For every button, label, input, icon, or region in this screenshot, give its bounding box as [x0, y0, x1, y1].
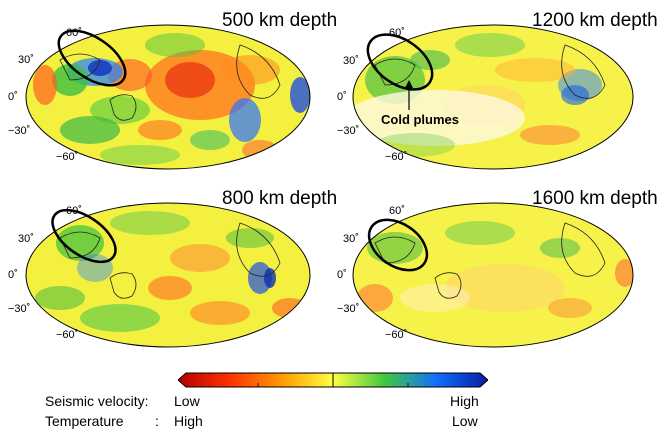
velocity-label: Seismic velocity:	[45, 393, 149, 409]
lat-label-neg30: −30˚	[337, 303, 360, 315]
cold-plumes-annotation: Cold plumes	[381, 112, 460, 127]
lat-label-neg60: −60˚	[385, 329, 408, 341]
panel-title: 800 km depth	[222, 188, 338, 209]
lat-label-neg30: −30˚	[8, 125, 31, 137]
panel-title: 500 km depth	[222, 10, 338, 31]
tomography-map-1600km	[352, 202, 634, 348]
lat-label-30: 30˚	[18, 54, 34, 66]
arrow-head-icon	[405, 80, 413, 88]
temperature-low: Low	[452, 413, 478, 429]
temperature-high: High	[174, 413, 203, 429]
highlight-ellipse	[57, 29, 127, 87]
lat-label-0: 0˚	[8, 269, 18, 281]
lat-label-neg30: −30˚	[8, 303, 31, 315]
lat-label-neg60: −60˚	[385, 151, 408, 163]
highlight-ellipse	[51, 208, 117, 264]
tomography-map-1200km	[352, 24, 634, 170]
tomography-map-500km	[25, 24, 311, 170]
lat-label-60: 60˚	[66, 205, 82, 217]
lat-label-neg30: −30˚	[337, 125, 360, 137]
panel-title: 1200 km depth	[532, 10, 658, 31]
lat-label-30: 30˚	[18, 233, 34, 245]
temperature-sep: :	[155, 413, 159, 429]
lat-label-neg60: −60˚	[56, 329, 79, 341]
colorbar	[178, 372, 488, 388]
highlight-ellipse	[366, 33, 434, 91]
lat-label-0: 0˚	[8, 91, 18, 103]
temperature-label: Temperature	[45, 413, 124, 429]
lat-label-neg60: −60˚	[56, 151, 79, 163]
lat-label-30: 30˚	[343, 233, 359, 245]
velocity-high: High	[450, 393, 479, 409]
lat-label-30: 30˚	[343, 55, 359, 67]
velocity-low: Low	[174, 393, 200, 409]
map-panel-1600km: 1600 km depth 60˚ 30˚ 0˚ −30˚ −60˚	[335, 178, 670, 363]
tomography-map-800km	[25, 202, 311, 348]
lat-label-0: 0˚	[337, 269, 347, 281]
lat-label-60: 60˚	[389, 27, 405, 39]
lat-label-60: 60˚	[389, 205, 405, 217]
map-panel-1200km: 1200 km depth Cold plumes 60˚ 30˚ 0˚ −30…	[335, 0, 670, 185]
lat-label-60: 60˚	[66, 27, 82, 39]
lat-label-0: 0˚	[337, 91, 347, 103]
map-panel-500km: 500 km depth 60˚ 30˚ 0˚ −30˚ −60˚	[0, 0, 338, 185]
highlight-ellipse	[367, 218, 429, 272]
panel-title: 1600 km depth	[532, 188, 658, 209]
map-panel-800km: 800 km depth 60˚ 30˚ 0˚ −30˚ −60˚	[0, 178, 338, 363]
